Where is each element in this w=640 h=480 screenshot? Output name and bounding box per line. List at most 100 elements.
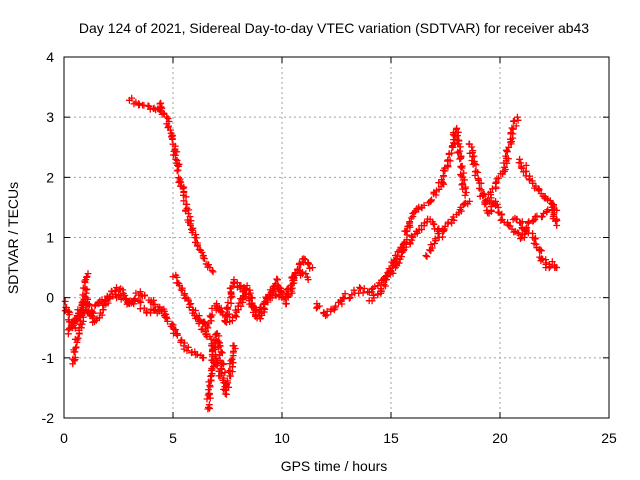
- interp-point: [247, 294, 255, 302]
- interp-point: [217, 348, 225, 356]
- interp-point: [234, 302, 242, 310]
- interp-point: [434, 230, 442, 237]
- interp-point: [441, 167, 449, 175]
- interp-point: [471, 158, 478, 165]
- interp-point: [128, 94, 136, 102]
- interp-point: [403, 228, 411, 235]
- interp-point: [444, 156, 452, 164]
- interp-point: [439, 179, 447, 187]
- data-point: [136, 288, 144, 295]
- interp-point: [539, 213, 546, 220]
- interp-point: [427, 241, 435, 248]
- y-tick-label: -1: [42, 350, 55, 366]
- interp-point: [211, 331, 219, 339]
- interp-point: [260, 304, 268, 312]
- interp-point: [299, 268, 306, 276]
- data-point: [278, 294, 286, 302]
- interp-point: [227, 357, 235, 365]
- data-point: [461, 192, 469, 199]
- data-point: [160, 312, 168, 320]
- interp-point: [88, 312, 96, 320]
- interp-point: [194, 351, 201, 358]
- series-track-k: [422, 198, 473, 260]
- interp-point: [176, 177, 184, 185]
- interp-point: [237, 295, 244, 303]
- interp-point: [203, 395, 211, 403]
- interp-point: [534, 185, 542, 193]
- interp-point: [77, 310, 85, 317]
- interp-point: [522, 162, 530, 169]
- data-point: [296, 267, 303, 274]
- interp-point: [472, 161, 480, 169]
- data-point: [78, 324, 85, 332]
- interp-point: [461, 185, 469, 192]
- interp-point: [512, 122, 520, 130]
- interp-point: [79, 303, 87, 311]
- interp-point: [506, 222, 514, 230]
- interp-point: [218, 308, 226, 316]
- interp-point: [215, 344, 222, 351]
- interp-point: [209, 268, 217, 276]
- interp-point: [477, 186, 485, 194]
- interp-point: [332, 302, 339, 310]
- interp-point: [517, 219, 524, 227]
- interp-point: [188, 229, 196, 236]
- interp-point: [476, 185, 483, 192]
- interp-point: [302, 270, 310, 278]
- y-axis-label: SDTVAR / TECUs: [5, 182, 21, 294]
- interp-point: [530, 217, 537, 224]
- interp-point: [187, 300, 195, 307]
- interp-point: [304, 260, 312, 268]
- interp-point: [531, 213, 539, 221]
- data-point: [322, 312, 329, 320]
- interp-point: [164, 115, 172, 122]
- interp-point: [173, 148, 181, 156]
- interp-point: [268, 294, 276, 302]
- interp-point: [455, 137, 463, 145]
- interp-point: [406, 240, 414, 248]
- interp-point: [272, 292, 280, 300]
- interp-point: [164, 318, 171, 325]
- interp-point: [217, 307, 225, 315]
- interp-point: [206, 383, 214, 391]
- interp-point: [155, 307, 163, 315]
- interp-point: [182, 193, 190, 201]
- interp-point: [487, 188, 494, 196]
- interp-point: [408, 232, 415, 240]
- interp-point: [398, 244, 406, 252]
- series-track-c: [69, 270, 92, 368]
- interp-point: [296, 260, 303, 267]
- interp-point: [507, 138, 514, 146]
- interp-point: [382, 273, 389, 280]
- interp-point: [454, 128, 462, 136]
- interp-point: [445, 150, 453, 157]
- interp-point: [141, 292, 148, 300]
- interp-point: [225, 310, 233, 318]
- interp-point: [71, 354, 79, 361]
- data-point: [535, 186, 543, 193]
- interp-point: [192, 307, 199, 314]
- interp-point: [515, 229, 522, 237]
- x-axis-label: GPS time / hours: [281, 458, 388, 474]
- interp-point: [525, 219, 532, 227]
- x-tick-label: 25: [601, 430, 617, 446]
- interp-point: [224, 299, 232, 306]
- axis-ticks: [63, 56, 610, 419]
- interp-point: [228, 355, 236, 363]
- interp-point: [77, 317, 84, 325]
- data-point: [304, 276, 312, 283]
- interp-point: [508, 124, 516, 132]
- interp-point: [550, 201, 557, 208]
- interp-point: [438, 176, 445, 184]
- interp-point: [199, 254, 207, 262]
- interp-point: [371, 283, 379, 290]
- interp-point: [223, 381, 230, 388]
- interp-point: [106, 292, 114, 300]
- series-track-j: [365, 124, 470, 305]
- interp-point: [173, 167, 181, 175]
- interp-point: [180, 197, 188, 205]
- data-point: [339, 294, 347, 302]
- series-track-m: [483, 113, 522, 206]
- interp-point: [380, 281, 388, 288]
